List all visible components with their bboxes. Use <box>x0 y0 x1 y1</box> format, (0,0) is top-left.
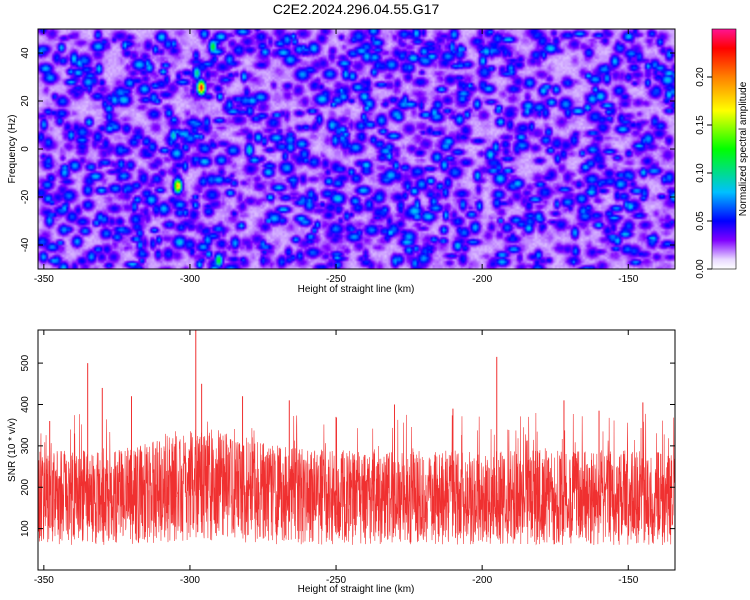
snr-y-label: SNR (10 * v/v) <box>7 418 18 482</box>
snr-x-tick-label: -300 <box>180 575 200 586</box>
snr-x-tick-label: -350 <box>34 575 54 586</box>
heatmap-image <box>38 29 675 269</box>
heatmap-y-tick-label: 40 <box>20 47 31 59</box>
colorbar-tick-label: 0.10 <box>695 163 706 183</box>
snr-y-tick-label: 100 <box>20 520 31 537</box>
colorbar-tick-label: 0.20 <box>695 67 706 87</box>
heatmap-x-tick-label: -150 <box>618 274 638 285</box>
snr-x-tick-label: -150 <box>618 575 638 586</box>
snr-y-tick-label: 400 <box>20 396 31 413</box>
colorbar-ticks: 0.00 0.05 0.10 0.15 0.20 <box>695 67 712 279</box>
snr-x-label: Height of straight line (km) <box>298 584 415 595</box>
heatmap-y-tick-label: 0 <box>20 146 31 152</box>
snr-y-tick-label: 500 <box>20 354 31 371</box>
heatmap-y-tick-label: 20 <box>20 95 31 107</box>
colorbar-tick-label: 0.00 <box>695 259 706 279</box>
heatmap-y-tick-label: -20 <box>20 189 31 204</box>
snr-x-tick-label: -200 <box>472 575 492 586</box>
colorbar-tick-label: 0.05 <box>695 211 706 231</box>
heatmap-x-tick-label: -300 <box>180 274 200 285</box>
heatmap-x-tick-label: -350 <box>34 274 54 285</box>
snr-y-tick-label: 200 <box>20 478 31 495</box>
figure-title: C2E2.2024.296.04.55.G17 <box>273 1 440 17</box>
colorbar-tick-label: 0.15 <box>695 115 706 135</box>
colorbar-label: Normalized spectral amplitude <box>738 81 749 216</box>
heatmap-y-label: Frequency (Hz) <box>7 115 18 184</box>
heatmap-x-label: Height of straight line (km) <box>298 284 415 295</box>
colorbar-gradient <box>712 29 736 269</box>
heatmap-x-tick-label: -200 <box>472 274 492 285</box>
snr-y-tick-label: 300 <box>20 437 31 454</box>
heatmap-y-tick-label: -40 <box>20 237 31 252</box>
colorbar: 0.00 0.05 0.10 0.15 0.20 Normalized spectral… <box>695 29 749 279</box>
